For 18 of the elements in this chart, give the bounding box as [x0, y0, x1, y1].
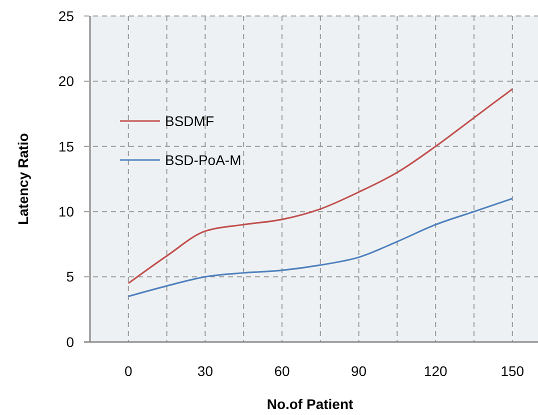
y-tick-label: 10 [58, 204, 74, 220]
y-tick-label: 0 [66, 334, 74, 350]
line-series [128, 88, 514, 284]
y-tick-label: 20 [58, 73, 74, 90]
legend-label: BSD-PoA-M [165, 152, 242, 168]
x-tick-label: 120 [424, 363, 448, 379]
y-tick-label: 5 [66, 268, 74, 285]
y-tick-label: 25 [58, 8, 74, 24]
x-axis-title: No.of Patient [266, 396, 354, 412]
y-axis-title: Latency Ratio [15, 133, 31, 225]
y-tick-label: 15 [58, 138, 74, 154]
line-series [128, 198, 514, 298]
x-tick-label: 0 [124, 363, 132, 379]
x-tick-label: 90 [351, 363, 367, 379]
x-tick-label: 150 [500, 363, 524, 379]
x-tick-label: 30 [197, 363, 214, 379]
legend-label: BSDMF [165, 112, 214, 129]
x-tick-label: 60 [274, 363, 290, 379]
